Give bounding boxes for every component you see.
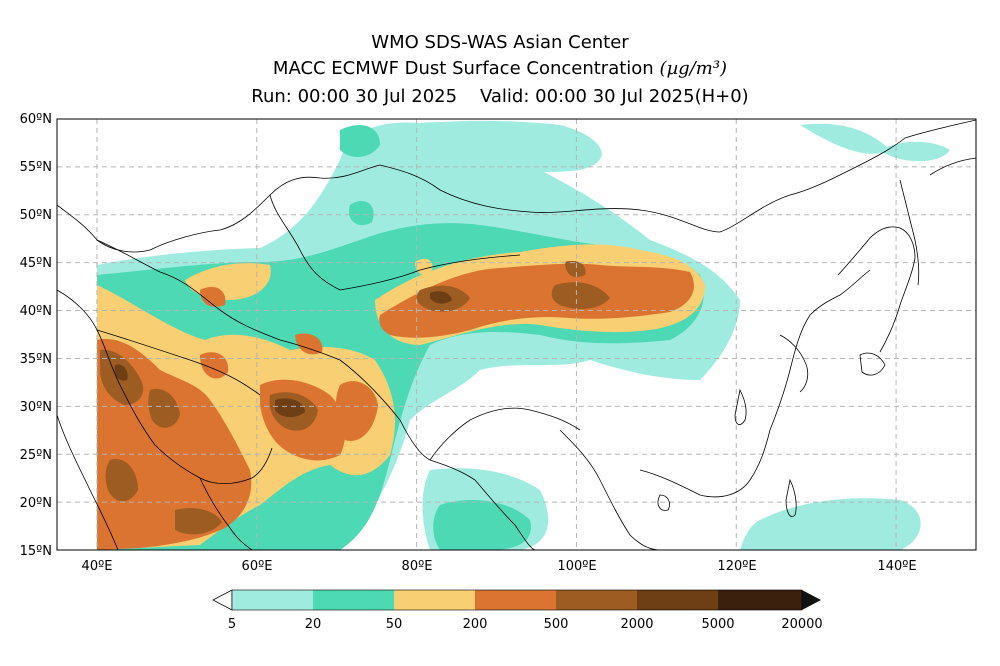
- lat-tick-label: 20ºN: [20, 496, 52, 511]
- coastlines: [57, 119, 976, 550]
- lon-tick-label: 60ºE: [242, 559, 273, 574]
- title-unit: (µg/m³): [659, 58, 728, 79]
- colorbar-segment: [394, 590, 475, 610]
- lat-tick-label: 15ºN: [20, 544, 52, 559]
- colorbar-segment: [313, 590, 394, 610]
- lat-tick-label: 30ºN: [20, 400, 52, 415]
- lon-axis: 40ºE 60ºE 80ºE 100ºE 120ºE 140ºE: [82, 559, 917, 574]
- colorbar: 5 20 50 200 500 2000 5000 20000: [212, 589, 823, 632]
- colorbar-segment: [475, 590, 556, 610]
- lon-tick-label: 100ºE: [557, 559, 596, 574]
- lat-tick-label: 50ºN: [20, 208, 52, 223]
- title-product: MACC ECMWF Dust Surface Concentration: [272, 58, 660, 79]
- colorbar-high-arrow: [802, 590, 821, 610]
- lat-tick-label: 35ºN: [20, 352, 52, 367]
- colorbar-label: 500: [544, 617, 569, 632]
- title-line-3: Run: 00:00 30 Jul 2025 Valid: 00:00 30 J…: [251, 86, 749, 107]
- title-line-2: MACC ECMWF Dust Surface Concentration (µ…: [0, 58, 1000, 80]
- dust-field: [97, 120, 950, 550]
- colorbar-segment: [232, 590, 313, 610]
- lat-tick-label: 45ºN: [20, 256, 52, 271]
- title-line-1: WMO SDS-WAS Asian Center: [371, 32, 629, 53]
- colorbar-segment: [637, 590, 718, 610]
- graticule: [57, 119, 976, 550]
- lat-tick-label: 60ºN: [20, 112, 52, 127]
- lon-tick-label: 40ºE: [82, 559, 113, 574]
- lon-tick-label: 120ºE: [717, 559, 756, 574]
- colorbar-label: 2000: [620, 617, 653, 632]
- lat-tick-label: 55ºN: [20, 160, 52, 175]
- colorbar-label: 50: [386, 617, 403, 632]
- lon-tick-label: 80ºE: [402, 559, 433, 574]
- lon-tick-label: 140ºE: [877, 559, 916, 574]
- colorbar-label: 20: [305, 617, 322, 632]
- map-frame: [56, 118, 977, 551]
- lat-axis: 15ºN 20ºN 25ºN 30ºN 35ºN 40ºN 45ºN 50ºN …: [20, 112, 52, 559]
- colorbar-segment: [556, 590, 637, 610]
- colorbar-label: 200: [463, 617, 488, 632]
- colorbar-label: 20000: [781, 617, 822, 632]
- colorbar-segment: [718, 590, 802, 610]
- colorbar-label: 5: [228, 617, 236, 632]
- colorbar-low-arrow: [212, 589, 233, 611]
- lat-tick-label: 40ºN: [20, 304, 52, 319]
- dust-level-2000-5000: [114, 291, 452, 418]
- colorbar-label: 5000: [701, 617, 734, 632]
- lat-tick-label: 25ºN: [20, 448, 52, 463]
